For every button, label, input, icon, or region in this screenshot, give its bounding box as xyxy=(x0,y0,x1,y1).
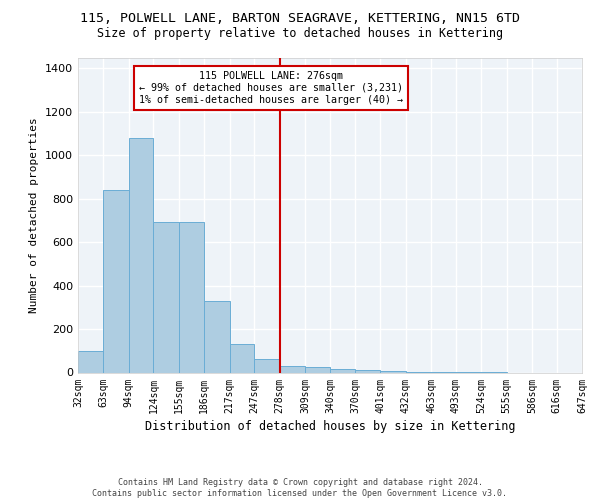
Bar xyxy=(355,370,380,372)
Bar xyxy=(154,222,179,372)
Bar xyxy=(305,367,331,372)
Y-axis label: Number of detached properties: Number of detached properties xyxy=(29,117,40,313)
Bar xyxy=(103,190,129,372)
Text: Size of property relative to detached houses in Kettering: Size of property relative to detached ho… xyxy=(97,28,503,40)
Bar xyxy=(280,366,305,372)
Bar xyxy=(78,351,103,372)
Text: 115, POLWELL LANE, BARTON SEAGRAVE, KETTERING, NN15 6TD: 115, POLWELL LANE, BARTON SEAGRAVE, KETT… xyxy=(80,12,520,26)
Text: Contains HM Land Registry data © Crown copyright and database right 2024.
Contai: Contains HM Land Registry data © Crown c… xyxy=(92,478,508,498)
Bar xyxy=(254,360,280,372)
Bar xyxy=(204,301,230,372)
Bar xyxy=(331,369,355,372)
X-axis label: Distribution of detached houses by size in Kettering: Distribution of detached houses by size … xyxy=(145,420,515,432)
Bar xyxy=(230,344,254,372)
Text: 115 POLWELL LANE: 276sqm
← 99% of detached houses are smaller (3,231)
1% of semi: 115 POLWELL LANE: 276sqm ← 99% of detach… xyxy=(139,72,403,104)
Bar xyxy=(179,222,204,372)
Bar xyxy=(129,138,154,372)
